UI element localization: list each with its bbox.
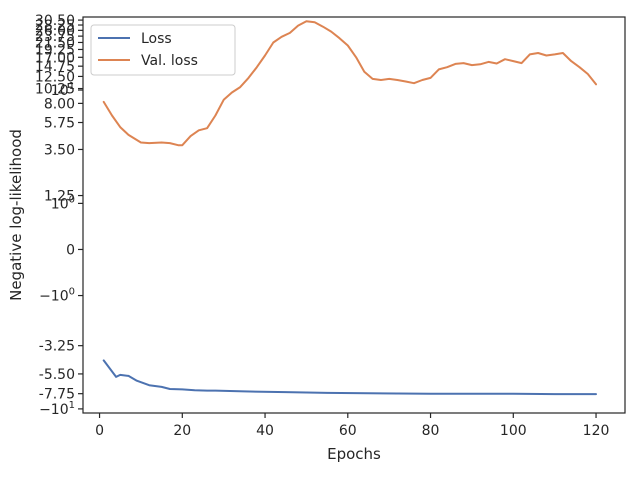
y-tick-label: 12.50 [35,69,75,85]
series-layer [102,20,597,396]
y-tick-label: 101 [51,81,75,99]
x-axis-label: Epochs [327,445,381,463]
y-axis-ticks: 30.5028.2526.0023.7521.5019.2517.0014.75… [35,13,83,418]
y-tick-label: 23.75 [35,29,75,45]
x-tick-label: 120 [583,423,610,439]
series-line-val-loss [102,20,597,147]
y-tick-label: 0 [66,242,75,258]
x-tick-label: 20 [173,423,191,439]
y-tick-label: 10.25 [35,82,75,98]
legend: Loss Val. loss [90,24,236,76]
y-axis-label: Negative log-likelihood [7,129,25,301]
y-tick-label: 26.00 [35,23,75,39]
y-tick-label: 30.50 [35,13,75,29]
x-axis-ticks: 0 20 40 60 80 100 120 [95,413,609,439]
y-tick-label: −100 [39,287,75,305]
y-tick-label: -3.25 [39,339,75,355]
x-tick-label: 0 [95,423,104,439]
x-tick-label: 40 [256,423,274,439]
legend-label-loss: Loss [141,31,172,47]
y-tick-label: 28.25 [35,18,75,34]
y-tick-label: -7.75 [39,387,75,403]
y-tick-label: 100 [51,194,75,212]
y-tick-label: 5.75 [44,116,75,132]
y-tick-label: 1.25 [44,189,75,205]
legend-label-val-loss: Val. loss [141,53,198,69]
x-tick-label: 100 [500,423,527,439]
y-tick-label: -5.50 [39,367,75,383]
y-tick-label: −101 [39,400,75,418]
y-tick-label: 17.00 [35,50,75,66]
y-tick-label: 14.75 [35,59,75,75]
series-line-loss [102,359,597,396]
x-tick-label: 60 [339,423,357,439]
y-tick-label: 8.00 [44,96,75,112]
y-tick-label: 3.50 [44,142,75,158]
plot-frame [82,16,626,414]
plot-background [83,17,625,413]
y-tick-label: 21.50 [35,35,75,51]
y-tick-label: 19.25 [35,42,75,58]
x-tick-label: 80 [422,423,440,439]
